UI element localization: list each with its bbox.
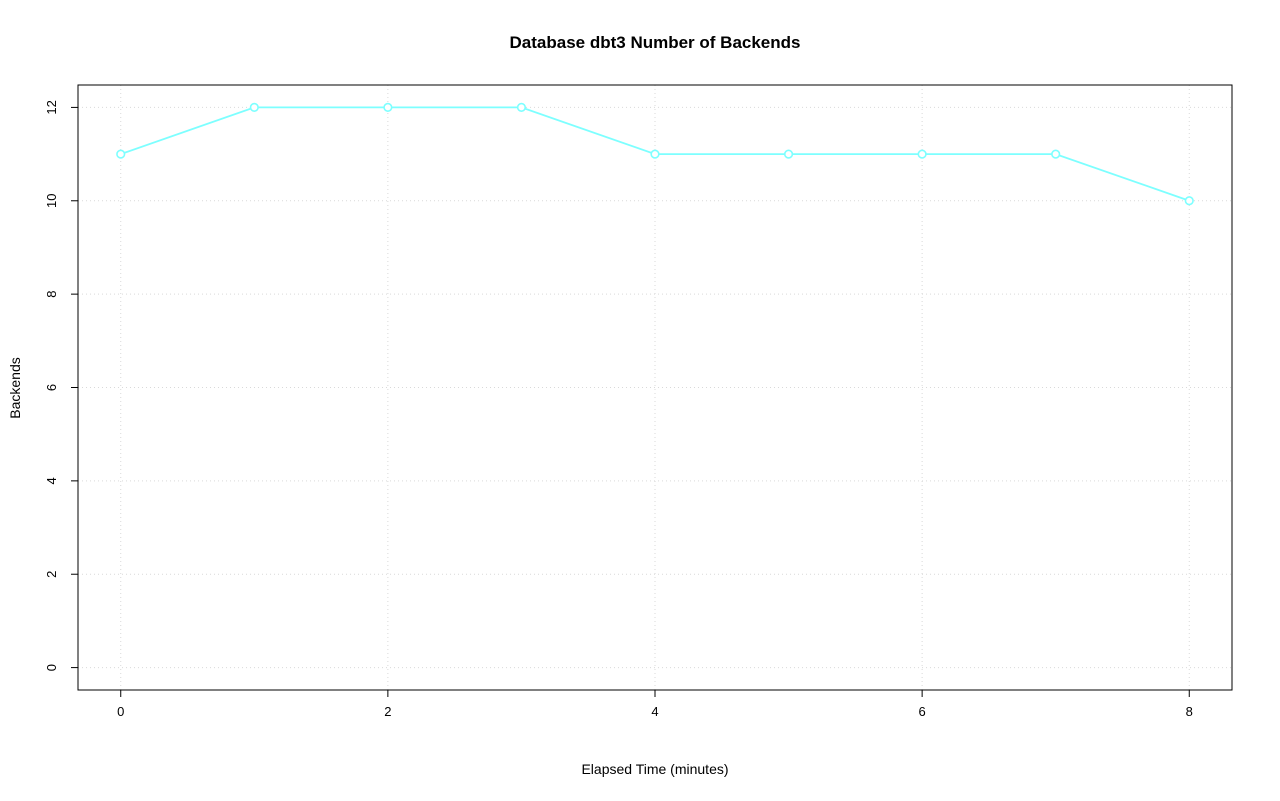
y-tick-label: 2	[44, 571, 59, 578]
y-tick-label: 0	[44, 664, 59, 671]
data-point	[1051, 149, 1061, 159]
data-point	[383, 102, 393, 113]
y-tick-label: 12	[44, 100, 59, 114]
data-point	[1184, 196, 1194, 206]
y-tick-label: 10	[44, 194, 59, 208]
x-axis-label: Elapsed Time (minutes)	[581, 761, 728, 777]
data-point	[917, 149, 927, 159]
data-point	[116, 149, 126, 159]
data-point	[783, 149, 794, 159]
x-tick-label: 0	[117, 704, 124, 719]
x-tick-label: 8	[1186, 704, 1193, 719]
axis-layer: 0 2 4 6 8 0 2 4 6 8 10 12	[44, 84, 1233, 719]
data-point	[249, 102, 259, 113]
y-tick-label: 8	[44, 291, 59, 298]
y-tick-label: 4	[44, 477, 59, 484]
data-point	[516, 102, 527, 113]
chart-title: Database dbt3 Number of Backends	[510, 33, 801, 52]
x-tick-label: 2	[384, 704, 391, 719]
grid-layer	[78, 85, 1232, 690]
x-tick-label: 6	[919, 704, 926, 719]
data-point	[650, 149, 660, 159]
x-tick-label: 4	[651, 704, 658, 719]
y-tick-label: 6	[44, 384, 59, 391]
data-series-layer	[116, 102, 1194, 206]
y-axis-label: Backends	[7, 357, 23, 418]
